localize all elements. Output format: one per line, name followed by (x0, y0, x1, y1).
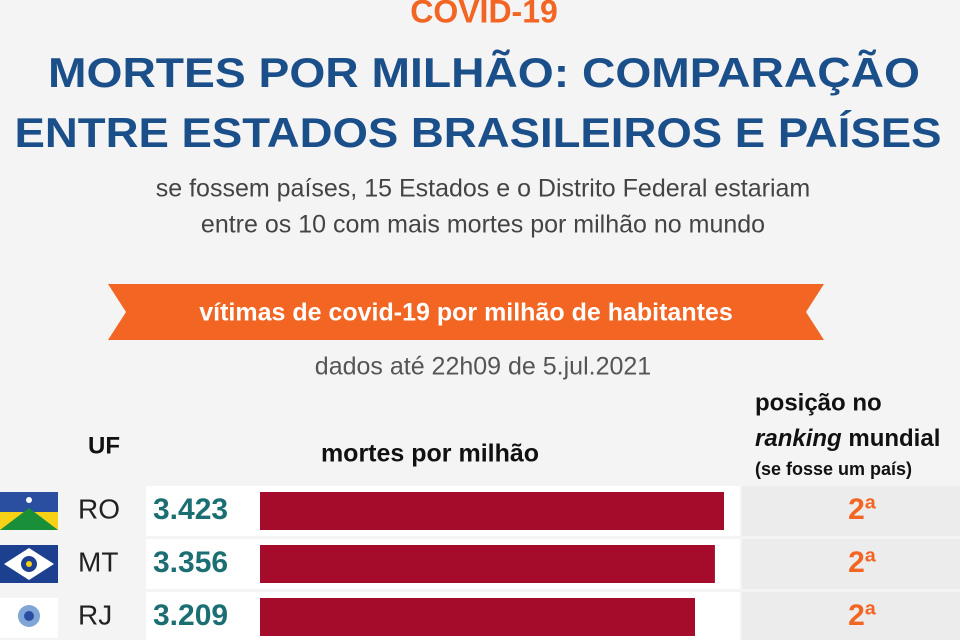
rank-header-rest: mundial (848, 425, 940, 452)
supertitle: COVID-19 (410, 0, 558, 29)
value-header: mortes por milhão (321, 440, 539, 468)
category-label: RJ (78, 599, 112, 630)
subtitle-line: se fossem países, 15 Estados e o Distrit… (156, 175, 810, 203)
value-label: 3.356 (153, 546, 228, 579)
note: dados até 22h09 de 5.jul.2021 (315, 353, 651, 381)
rank-background (742, 486, 960, 536)
subtitle-line: entre os 10 com mais mortes por milhão n… (201, 211, 765, 239)
rank-note: (se fosse um país) (755, 459, 912, 479)
rank-label: 2ª (848, 599, 877, 632)
rank-header-italic: ranking (755, 425, 842, 452)
category-label: RO (78, 493, 120, 524)
rank-header: posição no (755, 389, 882, 416)
value-label: 3.423 (153, 493, 228, 526)
title-line: MORTES POR MILHÃO: COMPARAÇÃO (48, 49, 920, 96)
rank-header: ranking mundial (755, 425, 940, 452)
rank-background (742, 592, 960, 640)
category-header: UF (88, 432, 120, 459)
banner: vítimas de covid-19 por milhão de habita… (199, 299, 732, 327)
rank-background (742, 539, 960, 589)
flag-ro (0, 492, 58, 530)
category-label: MT (78, 546, 118, 577)
rank-label: 2ª (848, 493, 877, 526)
banner-ribbon (108, 284, 824, 340)
bar (260, 492, 724, 530)
bar (260, 545, 715, 583)
flag-mt (0, 545, 58, 583)
bar (260, 598, 695, 636)
value-label: 3.209 (153, 599, 228, 632)
flag-rj (0, 598, 58, 638)
rank-label: 2ª (848, 546, 877, 579)
title-line: ENTRE ESTADOS BRASILEIROS E PAÍSES (15, 109, 942, 156)
